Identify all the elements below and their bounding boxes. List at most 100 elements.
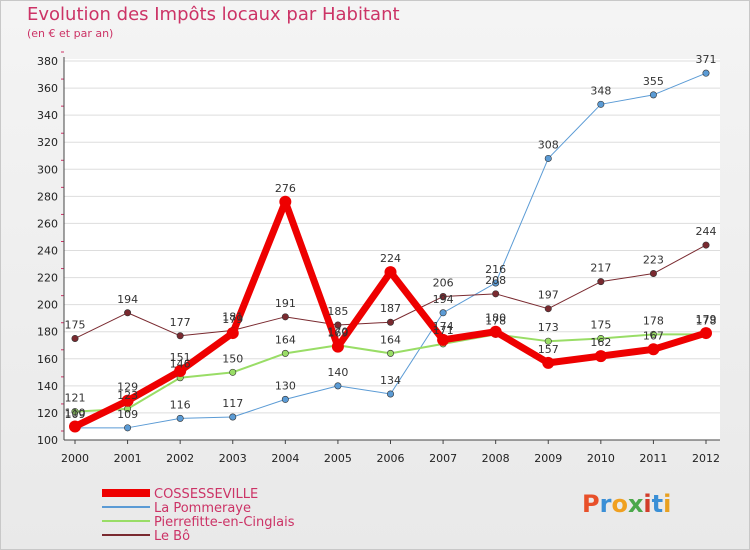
point-1-2006 <box>386 390 394 398</box>
point-3-2011 <box>649 270 657 278</box>
data-label-0-2009: 157 <box>538 343 559 356</box>
point-0-2004 <box>279 195 292 208</box>
point-1-2009 <box>544 154 552 162</box>
logo-letter: r <box>599 490 612 518</box>
data-label-2-2006: 164 <box>380 333 401 346</box>
data-label-0-2000: 110 <box>65 406 86 419</box>
data-label-0-2005: 169 <box>327 327 348 340</box>
point-3-2007 <box>439 293 447 301</box>
x-tick-label-2003: 2003 <box>219 452 247 465</box>
y-tick-label-220: 220 <box>37 272 58 285</box>
point-0-2011 <box>647 343 660 356</box>
point-1-2012 <box>702 69 710 77</box>
point-2-2009 <box>544 337 552 345</box>
data-label-1-2010: 348 <box>590 84 611 97</box>
data-label-2-2002: 146 <box>170 358 191 371</box>
data-label-0-2008: 180 <box>485 312 506 325</box>
point-2-2011 <box>649 330 657 338</box>
y-tick-label-340: 340 <box>37 109 58 122</box>
data-label-3-2003: 181 <box>222 310 243 323</box>
x-tick-label-2010: 2010 <box>587 452 615 465</box>
data-label-3-2005: 185 <box>327 305 348 318</box>
data-label-3-2004: 191 <box>275 297 296 310</box>
y-tick-label-140: 140 <box>37 380 58 393</box>
data-label-0-2012: 179 <box>696 313 717 326</box>
x-tick-label-2012: 2012 <box>692 452 720 465</box>
data-label-2-2004: 164 <box>275 333 296 346</box>
logo-letter: P <box>582 490 600 518</box>
point-2-2006 <box>386 349 394 357</box>
point-2-2000 <box>71 408 79 416</box>
data-label-1-2006: 134 <box>380 374 401 387</box>
logo-letter: i <box>643 490 652 518</box>
point-2-2003 <box>229 368 237 376</box>
point-3-2010 <box>597 278 605 286</box>
x-tick-label-2000: 2000 <box>61 452 89 465</box>
data-label-2-2003: 150 <box>222 352 243 365</box>
data-label-2-2011: 178 <box>643 314 664 327</box>
point-0-2007 <box>437 333 450 346</box>
point-3-2000 <box>71 334 79 342</box>
legend-label-3: Le Bô <box>154 529 190 544</box>
y-tick-label-260: 260 <box>37 217 58 230</box>
point-0-2010 <box>594 350 607 363</box>
chart-title: Evolution des Impôts locaux par Habitant <box>27 4 400 25</box>
point-3-2001 <box>124 309 132 317</box>
point-0-2001 <box>121 394 134 407</box>
data-label-1-2012: 371 <box>696 53 717 66</box>
data-label-2-2010: 175 <box>590 318 611 331</box>
y-tick-label-100: 100 <box>37 434 58 447</box>
data-label-3-2010: 217 <box>590 262 611 275</box>
x-tick-label-2001: 2001 <box>114 452 142 465</box>
data-label-1-2009: 308 <box>538 138 559 151</box>
data-label-0-2006: 224 <box>380 252 401 265</box>
data-label-3-2009: 197 <box>538 289 559 302</box>
point-1-2001 <box>124 424 132 432</box>
data-label-1-2008: 216 <box>485 263 506 276</box>
point-1-2007 <box>439 309 447 317</box>
data-label-2-2007: 171 <box>433 324 454 337</box>
data-label-1-2011: 355 <box>643 75 664 88</box>
point-3-2008 <box>492 290 500 298</box>
point-3-2005 <box>334 321 342 329</box>
y-tick-label-180: 180 <box>37 326 58 339</box>
point-0-2012 <box>700 327 712 340</box>
data-label-3-2000: 175 <box>65 318 86 331</box>
data-label-0-2002: 151 <box>170 351 191 364</box>
point-3-2009 <box>544 305 552 313</box>
point-1-2004 <box>281 395 289 403</box>
point-3-2002 <box>176 332 184 340</box>
point-0-2003 <box>226 327 239 340</box>
data-label-3-2001: 194 <box>117 293 138 306</box>
point-1-2005 <box>334 382 342 390</box>
data-label-1-2003: 117 <box>222 397 243 410</box>
point-0-2002 <box>174 364 187 377</box>
data-label-1-2007: 194 <box>433 293 454 306</box>
data-label-3-2002: 177 <box>170 316 191 329</box>
point-0-2006 <box>384 266 397 279</box>
data-label-3-2008: 208 <box>485 274 506 287</box>
y-tick-label-320: 320 <box>37 136 58 149</box>
chart-subtitle: (en € et par an) <box>27 27 114 40</box>
y-tick-label-280: 280 <box>37 190 58 203</box>
point-2-2010 <box>597 334 605 342</box>
y-tick-label-240: 240 <box>37 245 58 258</box>
data-label-3-2012: 244 <box>696 225 717 238</box>
data-label-2-2008: 178 <box>485 314 506 327</box>
proxiti-logo: Proxiti <box>582 490 671 518</box>
y-tick-label-300: 300 <box>37 163 58 176</box>
data-label-1-2001: 109 <box>117 408 138 421</box>
data-label-2-2012: 178 <box>696 314 717 327</box>
x-tick-label-2005: 2005 <box>324 452 352 465</box>
y-tick-label-160: 160 <box>37 353 58 366</box>
data-label-3-2006: 187 <box>380 302 401 315</box>
data-label-0-2007: 174 <box>433 320 454 333</box>
data-label-0-2003: 179 <box>222 313 243 326</box>
point-1-2008 <box>492 279 500 287</box>
data-label-0-2011: 167 <box>643 329 664 342</box>
point-0-2008 <box>489 325 502 338</box>
y-tick-label-120: 120 <box>37 407 58 420</box>
point-1-2011 <box>649 91 657 99</box>
data-label-1-2000: 109 <box>65 408 86 421</box>
x-tick-label-2008: 2008 <box>482 452 510 465</box>
